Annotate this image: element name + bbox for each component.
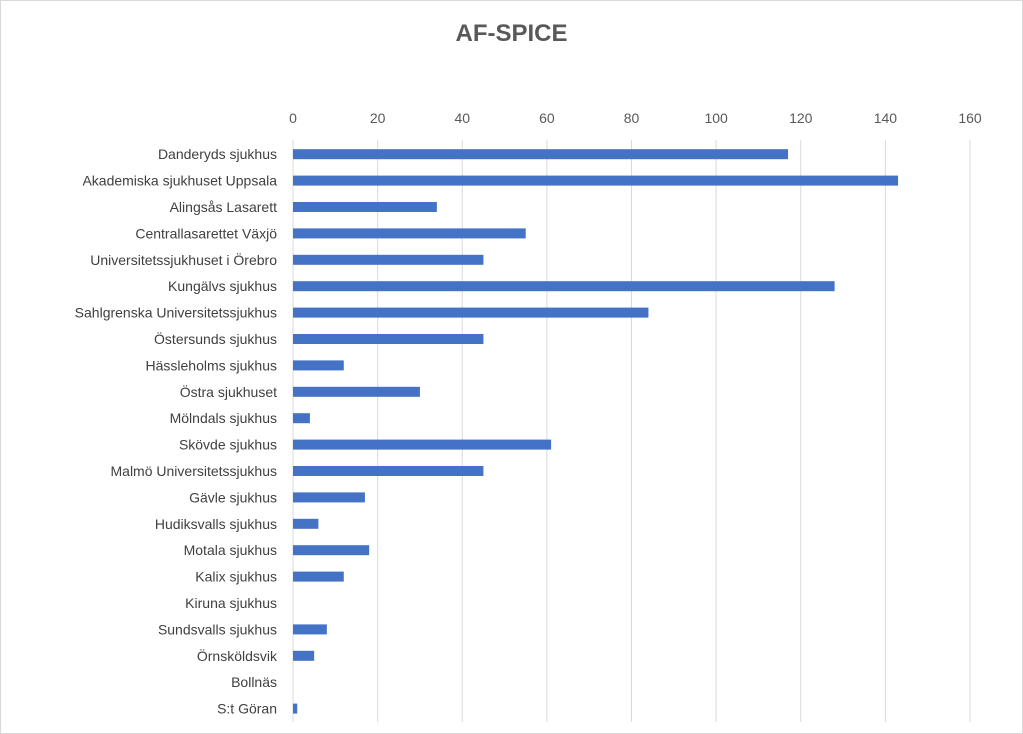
category-label: Gävle sjukhus (189, 489, 277, 505)
category-label: Universitetssjukhuset i Örebro (90, 251, 277, 268)
bar (293, 202, 437, 212)
bar (293, 413, 310, 424)
category-label: Kiruna sjukhus (185, 595, 277, 611)
y-axis-categories: Danderyds sjukhus Akademiska sjukhuset Up… (75, 146, 278, 716)
bar (293, 360, 344, 371)
bar (293, 492, 365, 503)
x-tick-label: 140 (874, 110, 898, 126)
category-label: Alingsås Lasarett (170, 199, 278, 215)
category-label: Kalix sjukhus (195, 569, 277, 585)
category-label: Örnsköldsvik (197, 647, 278, 664)
x-tick-label: 160 (958, 110, 982, 126)
category-label: Malmö Universitetssjukhus (111, 463, 278, 479)
bar (293, 571, 344, 582)
category-label: Östersunds sjukhus (154, 330, 277, 347)
category-label: Sahlgrenska Universitetssjukhus (75, 305, 277, 321)
bar (293, 650, 315, 661)
bar (293, 624, 327, 635)
category-label: Centrallasarettet Växjö (135, 225, 277, 241)
category-label: Hudiksvalls sjukhus (155, 516, 277, 532)
category-label: S:t Göran (217, 701, 277, 717)
bar (293, 545, 370, 556)
x-tick-label: 60 (539, 110, 555, 126)
category-label: Hässleholms sjukhus (146, 357, 278, 373)
category-label: Danderyds sjukhus (158, 146, 277, 162)
x-axis-ticks: 0 20 40 60 80 100 120 140 160 (289, 110, 982, 126)
gridlines (292, 140, 971, 722)
category-label: Skövde sjukhus (179, 437, 277, 453)
bar (293, 466, 484, 476)
bars (293, 149, 899, 714)
x-tick-label: 80 (624, 110, 640, 126)
bar (293, 307, 649, 318)
x-tick-label: 120 (789, 110, 813, 126)
x-tick-label: 20 (370, 110, 386, 126)
bar (293, 149, 789, 160)
x-tick-label: 100 (704, 110, 728, 126)
chart-title: AF-SPICE (455, 20, 568, 47)
bar (293, 334, 484, 344)
category-label: Motala sjukhus (184, 542, 277, 558)
category-label: Kungälvs sjukhus (168, 278, 277, 294)
bar (293, 439, 552, 450)
bar (293, 703, 298, 714)
x-tick-label: 0 (289, 110, 297, 126)
bar (293, 175, 899, 186)
category-label: Akademiska sjukhuset Uppsala (82, 173, 277, 189)
category-label: Bollnäs (231, 674, 277, 690)
bar (293, 228, 526, 239)
bar (293, 386, 420, 397)
bar (293, 518, 319, 529)
category-label: Mölndals sjukhus (170, 410, 277, 426)
category-label: Östra sjukhuset (180, 383, 277, 400)
bar (293, 281, 835, 292)
bar (293, 254, 484, 265)
category-label: Sundsvalls sjukhus (158, 621, 277, 637)
x-tick-label: 40 (454, 110, 470, 126)
